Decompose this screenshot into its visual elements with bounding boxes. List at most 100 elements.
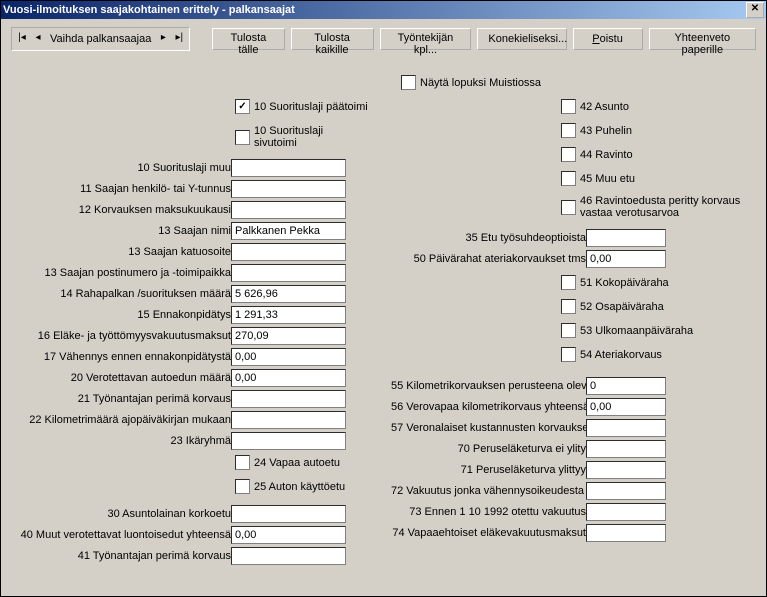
field-35-input[interactable] bbox=[586, 229, 666, 247]
field-70-row: 70 Peruseläketurva ei ylity bbox=[391, 440, 666, 458]
chk-25-row[interactable]: 25 Auton käyttöetu bbox=[235, 479, 345, 494]
field-70-input[interactable] bbox=[586, 440, 666, 458]
field-21-row: 21 Työnantajan perimä korvaus bbox=[11, 390, 346, 408]
field-12-input[interactable] bbox=[231, 201, 346, 219]
nav-label: Vaihda palkansaajaa bbox=[46, 33, 155, 45]
field-56-input[interactable] bbox=[586, 398, 666, 416]
chk-51-checkbox[interactable] bbox=[561, 275, 576, 290]
field-15-input[interactable] bbox=[231, 306, 346, 324]
machine-readable-button[interactable]: Konekieliseksi... bbox=[477, 28, 566, 50]
nav-first-icon[interactable]: |◂ bbox=[14, 30, 30, 48]
chk-45-checkbox[interactable] bbox=[561, 171, 576, 186]
field-74-input[interactable] bbox=[586, 524, 666, 542]
chk-43-checkbox[interactable] bbox=[561, 123, 576, 138]
nav-last-icon[interactable]: ▸| bbox=[171, 30, 187, 48]
field-41-row: 41 Työnantajan perimä korvaus bbox=[11, 547, 346, 565]
chk-10a-label: 10 Suorituslaji päätoimi bbox=[254, 101, 368, 113]
nav-prev-icon[interactable]: ◂ bbox=[30, 30, 46, 48]
chk-44-checkbox[interactable] bbox=[561, 147, 576, 162]
field-50-input[interactable] bbox=[586, 250, 666, 268]
field-74-row: 74 Vapaaehtoiset eläkevakuutusmaksut bbox=[391, 524, 666, 542]
chk-54-checkbox[interactable] bbox=[561, 347, 576, 362]
chk-46-checkbox[interactable] bbox=[561, 200, 576, 215]
field-55-input[interactable] bbox=[586, 377, 666, 395]
field-73-input[interactable] bbox=[586, 503, 666, 521]
chk-53-label: 53 Ulkomaanpäiväraha bbox=[580, 325, 693, 337]
chk-25-checkbox[interactable] bbox=[235, 479, 250, 494]
chk-43-label: 43 Puhelin bbox=[580, 125, 632, 137]
field-13-postal-input[interactable] bbox=[231, 264, 346, 282]
field-22-label: 22 Kilometrimäärä ajopäiväkirjan mukaan bbox=[11, 414, 231, 426]
field-23-label: 23 Ikäryhmä bbox=[11, 435, 231, 447]
chk-46-row[interactable]: 46 Ravintoedusta peritty korvaus vastaa … bbox=[561, 195, 750, 219]
nav-group: |◂ ◂ Vaihda palkansaajaa ▸ ▸| bbox=[11, 27, 190, 51]
chk-24-row[interactable]: 24 Vapaa autoetu bbox=[235, 455, 340, 470]
show-in-memo-checkbox[interactable] bbox=[401, 75, 416, 90]
chk-24-checkbox[interactable] bbox=[235, 455, 250, 470]
field-13-street-input[interactable] bbox=[231, 243, 346, 261]
field-10-row: 10 Suorituslaji muu bbox=[11, 159, 346, 177]
chk-43-row[interactable]: 43 Puhelin bbox=[561, 123, 632, 138]
summary-button[interactable]: Yhteenveto paperille bbox=[649, 28, 756, 50]
chk-10a-checkbox[interactable]: ✓ bbox=[235, 99, 250, 114]
field-14-input[interactable] bbox=[231, 285, 346, 303]
field-11-input[interactable] bbox=[231, 180, 346, 198]
field-72-input[interactable] bbox=[586, 482, 666, 500]
field-23-input[interactable] bbox=[231, 432, 346, 450]
chk-10b-row[interactable]: 10 Suorituslaji sivutoimi bbox=[235, 125, 334, 149]
field-41-input[interactable] bbox=[231, 547, 346, 565]
chk-52-checkbox[interactable] bbox=[561, 299, 576, 314]
print-this-button[interactable]: Tulosta tälle bbox=[212, 28, 284, 50]
show-in-memo-label: Näytä lopuksi Muistiossa bbox=[420, 77, 541, 89]
chk-51-row[interactable]: 51 Kokopäiväraha bbox=[561, 275, 669, 290]
field-10-input[interactable] bbox=[231, 159, 346, 177]
chk-51-label: 51 Kokopäiväraha bbox=[580, 277, 669, 289]
employee-count-button[interactable]: Työntekijän kpl... bbox=[380, 28, 472, 50]
field-50-label: 50 Päivärahat ateriakorvaukset tms bbox=[391, 253, 586, 265]
nav-next-icon[interactable]: ▸ bbox=[155, 30, 171, 48]
field-71-input[interactable] bbox=[586, 461, 666, 479]
chk-10b-label: 10 Suorituslaji sivutoimi bbox=[254, 125, 334, 149]
field-16-input[interactable] bbox=[231, 327, 346, 345]
field-20-input[interactable] bbox=[231, 369, 346, 387]
toolbar: |◂ ◂ Vaihda palkansaajaa ▸ ▸| Tulosta tä… bbox=[1, 19, 766, 55]
close-icon[interactable]: ✕ bbox=[746, 2, 764, 18]
field-20-row: 20 Verotettavan autoedun määrä bbox=[11, 369, 346, 387]
window: Vuosi-ilmoituksen saajakohtainen erittel… bbox=[0, 0, 767, 597]
field-40-label: 40 Muut verotettavat luontoisedut yhteen… bbox=[11, 529, 231, 541]
field-13-name-row: 13 Saajan nimi bbox=[11, 222, 346, 240]
field-30-row: 30 Asuntolainan korkoetu bbox=[11, 505, 346, 523]
field-21-input[interactable] bbox=[231, 390, 346, 408]
field-12-row: 12 Korvauksen maksukuukausi bbox=[11, 201, 346, 219]
field-13-name-input[interactable] bbox=[231, 222, 346, 240]
print-all-button[interactable]: Tulosta kaikille bbox=[291, 28, 374, 50]
field-30-input[interactable] bbox=[231, 505, 346, 523]
chk-45-row[interactable]: 45 Muu etu bbox=[561, 171, 635, 186]
chk-52-row[interactable]: 52 Osapäiväraha bbox=[561, 299, 664, 314]
field-14-label: 14 Rahapalkan /suorituksen määrä bbox=[11, 288, 231, 300]
field-73-label: 73 Ennen 1 10 1992 otettu vakuutus bbox=[391, 506, 586, 518]
chk-10a-row[interactable]: ✓ 10 Suorituslaji päätoimi bbox=[235, 99, 368, 114]
chk-10b-checkbox[interactable] bbox=[235, 130, 250, 145]
field-40-input[interactable] bbox=[231, 526, 346, 544]
exit-button[interactable]: Poistu bbox=[573, 28, 643, 50]
chk-24-label: 24 Vapaa autoetu bbox=[254, 457, 340, 469]
field-57-input[interactable] bbox=[586, 419, 666, 437]
chk-42-label: 42 Asunto bbox=[580, 101, 629, 113]
chk-53-row[interactable]: 53 Ulkomaanpäiväraha bbox=[561, 323, 693, 338]
chk-42-checkbox[interactable] bbox=[561, 99, 576, 114]
field-22-input[interactable] bbox=[231, 411, 346, 429]
field-72-row: 72 Vakuutus jonka vähennysoikeudesta ei bbox=[391, 482, 666, 500]
field-12-label: 12 Korvauksen maksukuukausi bbox=[11, 204, 231, 216]
field-14-row: 14 Rahapalkan /suorituksen määrä bbox=[11, 285, 346, 303]
field-50-row: 50 Päivärahat ateriakorvaukset tms bbox=[391, 250, 666, 268]
show-in-memo-row[interactable]: Näytä lopuksi Muistiossa bbox=[401, 75, 541, 90]
chk-53-checkbox[interactable] bbox=[561, 323, 576, 338]
chk-44-row[interactable]: 44 Ravinto bbox=[561, 147, 633, 162]
chk-54-row[interactable]: 54 Ateriakorvaus bbox=[561, 347, 662, 362]
field-71-row: 71 Peruseläketurva ylittyy bbox=[391, 461, 666, 479]
window-title: Vuosi-ilmoituksen saajakohtainen erittel… bbox=[3, 4, 295, 16]
field-17-input[interactable] bbox=[231, 348, 346, 366]
chk-42-row[interactable]: 42 Asunto bbox=[561, 99, 629, 114]
field-55-row: 55 Kilometrikorvauksen perusteena olevat bbox=[391, 377, 666, 395]
